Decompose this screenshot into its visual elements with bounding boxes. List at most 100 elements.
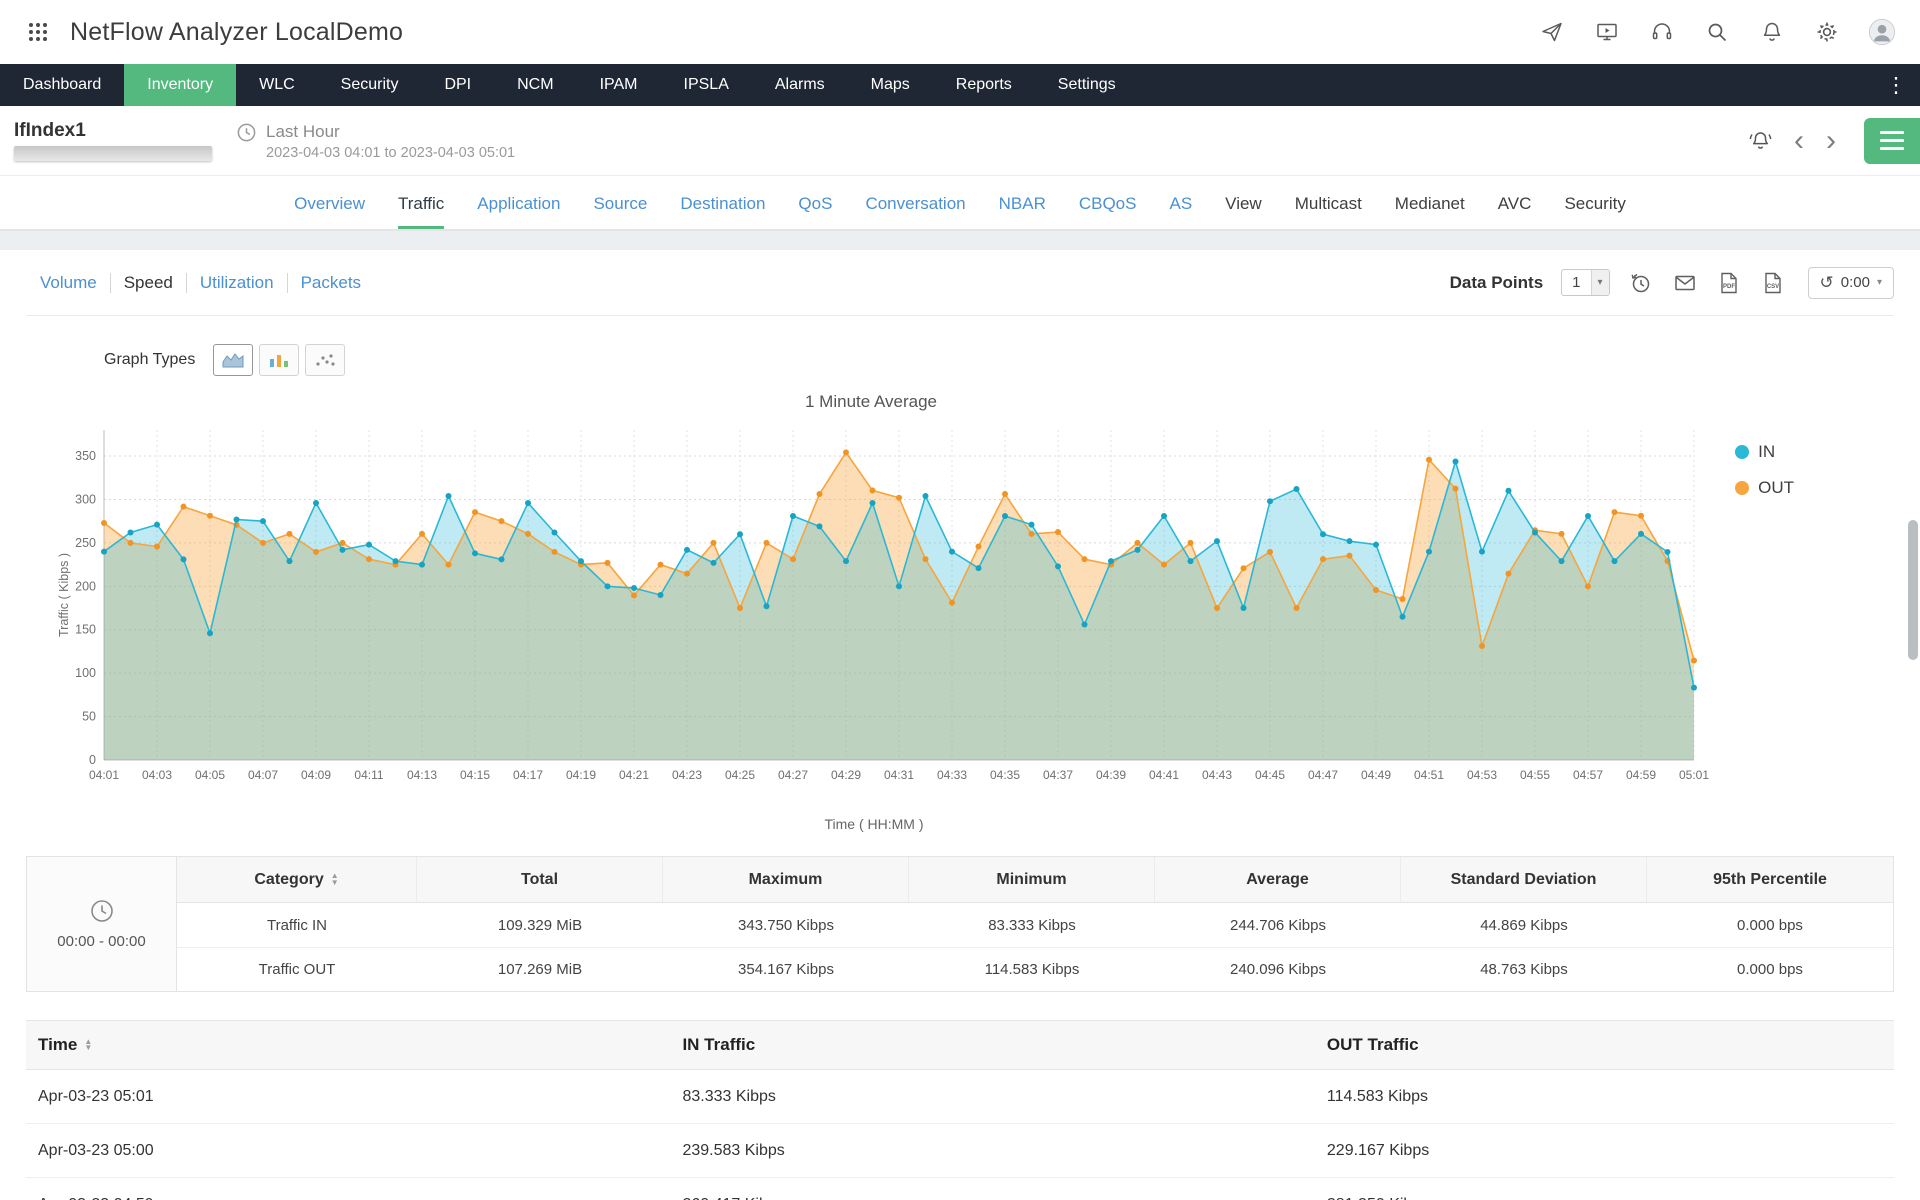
tab-destination[interactable]: Destination	[680, 194, 766, 213]
table-row: Apr-03-23 05:00 239.583 Kibps 229.167 Ki…	[26, 1124, 1894, 1178]
nav-item-ipsla[interactable]: IPSLA	[683, 76, 729, 93]
svg-text:04:31: 04:31	[884, 768, 914, 782]
svg-text:04:21: 04:21	[619, 768, 649, 782]
data-points-select[interactable]: 1 ▾	[1561, 269, 1610, 296]
chevron-left-icon[interactable]: ‹	[1794, 123, 1804, 157]
scrollbar-thumb[interactable]	[1908, 520, 1918, 660]
svg-text:04:53: 04:53	[1467, 768, 1497, 782]
tab-source[interactable]: Source	[593, 194, 648, 213]
export-csv-icon[interactable]: CSV	[1760, 270, 1786, 296]
svg-text:04:49: 04:49	[1361, 768, 1391, 782]
notifications-bell-icon[interactable]	[1758, 18, 1786, 46]
cell-95th-percentile: 0.000 bps	[1737, 916, 1803, 934]
time-period[interactable]: Last Hour 2023-04-03 04:01 to 2023-04-03…	[236, 120, 515, 161]
tab-view[interactable]: View	[1225, 194, 1262, 213]
panel-toggle-button[interactable]	[1864, 117, 1920, 164]
cell-minimum: 114.583 Kibps	[984, 961, 1080, 978]
tab-avc[interactable]: AVC	[1497, 194, 1532, 213]
nav-overflow-kebab-icon[interactable]: ⋮	[1885, 73, 1907, 97]
tab-traffic[interactable]: Traffic	[398, 194, 445, 229]
cell-minimum: 83.333 Kibps	[988, 916, 1076, 934]
tab-conversation[interactable]: Conversation	[865, 194, 966, 213]
col-total: Total	[417, 857, 663, 902]
col-category[interactable]: Category ▲ ▼	[177, 857, 417, 902]
view-packets[interactable]: Packets	[286, 272, 374, 293]
traffic-detail-table: Time ▲ ▼ IN Traffic OUT Traffic Apr-03-23 …	[26, 1020, 1894, 1200]
nav-item-alarms[interactable]: Alarms	[774, 76, 825, 93]
view-speed[interactable]: Speed	[109, 272, 186, 293]
period-text: Last Hour 2023-04-03 04:01 to 2023-04-03…	[266, 122, 515, 161]
svg-text:350: 350	[75, 449, 96, 463]
schedule-report-icon[interactable]	[1628, 270, 1654, 296]
nav-item-ipam[interactable]: IPAM	[599, 76, 638, 93]
svg-text:04:13: 04:13	[407, 768, 437, 782]
svg-text:250: 250	[75, 536, 96, 550]
legend-item-in[interactable]: IN	[1735, 442, 1794, 462]
graph-type-area-button[interactable]	[213, 344, 254, 376]
auto-refresh-dropdown[interactable]: ↺ 0:00 ▾	[1807, 266, 1894, 299]
tab-nbar[interactable]: NBAR	[998, 194, 1046, 213]
main-content: Volume Speed Utilization Packets Data Po…	[0, 250, 1920, 1200]
traffic-chart[interactable]: 0 50 100 150 200 250 300 350 04:01 04:03 04:05 04:0…	[54, 416, 1714, 816]
clock-icon	[236, 122, 257, 148]
traffic-chart-section: 1 Minute Average 0 50 100 150 200 250 300 350 04…	[26, 392, 1894, 832]
out-series-dot-icon	[1735, 481, 1750, 495]
in-series-dot-icon	[1735, 445, 1750, 459]
svg-text:04:25: 04:25	[725, 768, 755, 782]
col-time[interactable]: Time ▲ ▼	[38, 1035, 93, 1054]
nav-item-reports[interactable]: Reports	[955, 76, 1012, 93]
view-utilization[interactable]: Utilization	[185, 272, 287, 293]
chart-x-axis-label: Time ( HH:MM )	[824, 816, 924, 832]
tab-medianet[interactable]: Medianet	[1394, 194, 1465, 213]
chart-legend: IN OUT	[1735, 442, 1794, 498]
nav-item-dashboard[interactable]: Dashboard	[23, 76, 102, 93]
graph-types-label: Graph Types	[104, 351, 196, 368]
settings-gear-icon[interactable]	[1813, 18, 1841, 46]
interface-subheader: IfIndex1 Last Hour 2023-04-03 04:01 to 2…	[0, 106, 1920, 176]
nav-item-security[interactable]: Security	[340, 76, 399, 93]
bar-chart-icon	[270, 355, 289, 367]
support-headset-icon[interactable]	[1648, 18, 1676, 46]
nav-item-inventory[interactable]: Inventory	[124, 64, 237, 106]
nav-item-maps[interactable]: Maps	[870, 76, 910, 93]
col-95th-percentile: 95th Percentile	[1713, 870, 1827, 888]
nav-item-ncm[interactable]: NCM	[517, 76, 554, 93]
svg-text:04:41: 04:41	[1149, 768, 1179, 782]
graph-type-bar-button[interactable]	[259, 344, 300, 376]
topbar-left: NetFlow Analyzer LocalDemo	[24, 18, 403, 47]
svg-text:04:17: 04:17	[513, 768, 543, 782]
nav-item-wlc[interactable]: WLC	[259, 76, 295, 93]
legend-item-out[interactable]: OUT	[1735, 478, 1794, 498]
svg-text:04:57: 04:57	[1573, 768, 1603, 782]
nav-item-settings[interactable]: Settings	[1057, 76, 1116, 93]
cell-in-traffic: 260.417 Kibps	[670, 1196, 1314, 1200]
alarm-bell-icon[interactable]	[1746, 127, 1774, 155]
nav-item-dpi[interactable]: DPI	[444, 76, 472, 93]
view-volume[interactable]: Volume	[40, 272, 97, 292]
cell-95th-percentile: 0.000 bps	[1737, 961, 1803, 978]
email-icon[interactable]	[1672, 270, 1698, 296]
cell-standard-deviation: 48.763 Kibps	[1480, 961, 1568, 978]
graph-type-scatter-button[interactable]	[305, 344, 346, 376]
app-launcher-icon[interactable]	[24, 18, 52, 46]
chevron-right-icon[interactable]: ›	[1826, 123, 1836, 157]
svg-text:04:35: 04:35	[990, 768, 1020, 782]
chevron-down-icon: ▾	[1590, 270, 1609, 295]
tab-cbqos[interactable]: CBQoS	[1078, 194, 1137, 213]
svg-text:04:37: 04:37	[1043, 768, 1073, 782]
nav-spacer	[1139, 64, 1872, 106]
table-row: Apr-03-23 04:59 260.417 Kibps 281.250 Ki…	[26, 1178, 1894, 1200]
tab-application[interactable]: Application	[477, 194, 561, 213]
scatter-chart-icon	[316, 354, 335, 366]
demo-video-icon[interactable]	[1593, 18, 1621, 46]
tab-multicast[interactable]: Multicast	[1294, 194, 1362, 213]
getting-started-icon[interactable]	[1538, 18, 1566, 46]
tab-qos[interactable]: QoS	[798, 194, 833, 213]
tab-security[interactable]: Security	[1564, 194, 1626, 213]
export-pdf-icon[interactable]: PDF	[1716, 270, 1742, 296]
tab-overview[interactable]: Overview	[294, 194, 365, 213]
tab-as[interactable]: AS	[1169, 194, 1193, 213]
user-avatar[interactable]	[1868, 18, 1896, 46]
cell-maximum: 354.167 Kibps	[738, 961, 834, 978]
search-icon[interactable]	[1703, 18, 1731, 46]
